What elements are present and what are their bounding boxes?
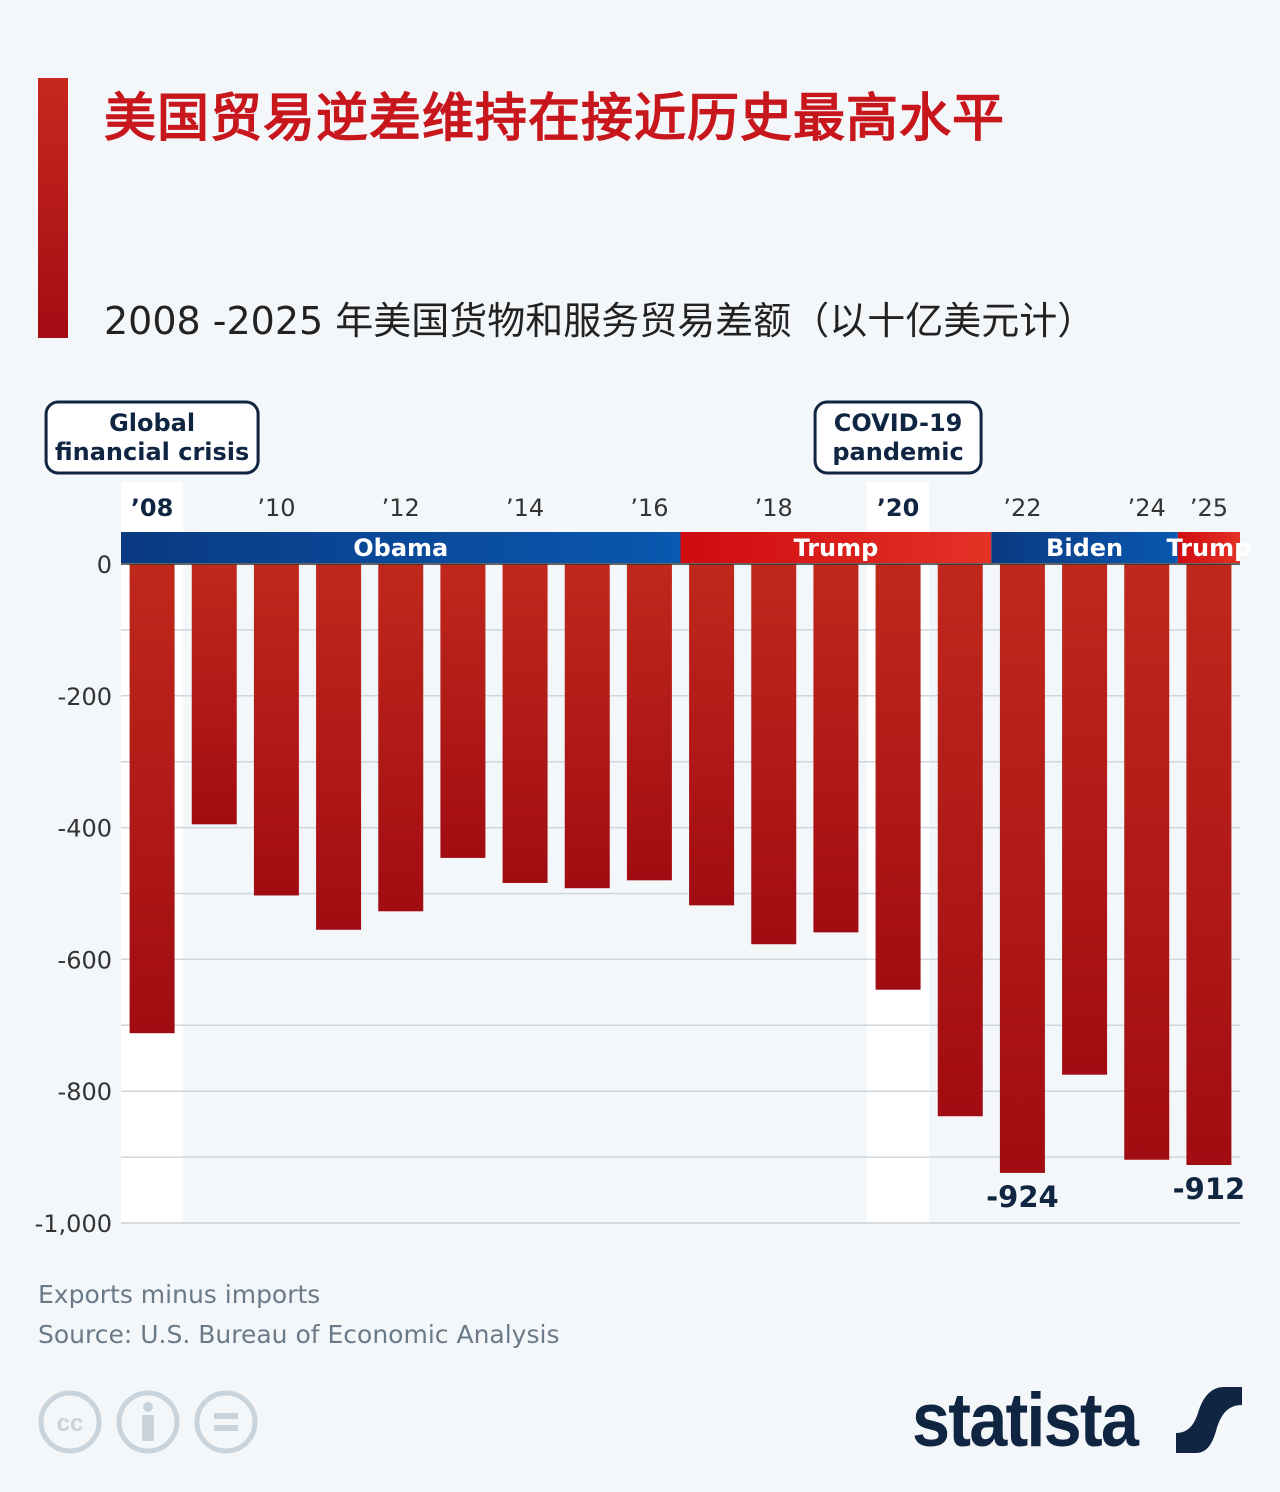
bar-2019: [813, 564, 859, 933]
bar-2013: [440, 564, 486, 858]
bar-2021: [937, 564, 983, 1117]
statista-logo[interactable]: statista: [912, 1378, 1243, 1463]
bar-2008: [129, 564, 175, 1034]
bar-2014: [502, 564, 548, 883]
x-tick-label: ’08: [131, 494, 174, 522]
x-tick-label: ’10: [257, 494, 295, 522]
bar-2016: [626, 564, 672, 881]
bar-2022: [999, 564, 1045, 1173]
cc-icon[interactable]: cc: [38, 1390, 102, 1454]
president-label: Trump: [1166, 534, 1251, 562]
y-tick-label: -600: [58, 946, 112, 974]
president-band: [680, 532, 992, 563]
bar-2025: [1186, 564, 1232, 1166]
y-tick-label: 0: [97, 551, 112, 579]
x-tick-label: ’12: [382, 494, 420, 522]
statista-mark-icon: [1176, 1387, 1243, 1453]
x-tick-label: ’18: [755, 494, 793, 522]
x-tick-label: ’16: [630, 494, 668, 522]
bar-2011: [316, 564, 362, 930]
callout-label: pandemic: [832, 438, 963, 466]
president-label: Trump: [793, 534, 878, 562]
bar-2024: [1124, 564, 1170, 1160]
x-tick-label: ’20: [877, 494, 920, 522]
y-tick-label: -200: [58, 683, 112, 711]
y-tick-label: -1,000: [35, 1210, 112, 1238]
bar-2009: [191, 564, 237, 825]
no-derivatives-icon[interactable]: [194, 1390, 258, 1454]
callout-label: Global: [109, 409, 195, 437]
bar-2017: [689, 564, 735, 906]
brand-wordmark: statista: [912, 1377, 1139, 1463]
president-band: [991, 532, 1178, 563]
license-icons[interactable]: cc: [30, 1385, 270, 1465]
callout-box: [44, 400, 260, 475]
president-band: [1177, 532, 1240, 563]
president-label: Obama: [353, 534, 448, 562]
svg-text:cc: cc: [57, 1410, 84, 1437]
callout-label: COVID-19: [834, 409, 963, 437]
chart-subtitle: 2008 -2025 年美国货物和服务贸易差额（以十亿美元计）: [104, 299, 1096, 343]
data-label: -912: [1173, 1172, 1246, 1206]
y-tick-label: -400: [58, 815, 112, 843]
bar-2012: [378, 564, 424, 912]
source-note: Source: U.S. Bureau of Economic Analysis: [38, 1320, 560, 1349]
bar-2020: [875, 564, 921, 990]
x-tick-label: ’24: [1128, 494, 1166, 522]
x-tick-label: ’22: [1003, 494, 1041, 522]
x-tick-label: ’25: [1190, 494, 1228, 522]
bar-2018: [751, 564, 797, 945]
callout-box: [813, 400, 983, 475]
bar-2015: [564, 564, 610, 889]
bar-2010: [253, 564, 299, 896]
president-band: [121, 532, 681, 563]
x-tick-label: ’14: [506, 494, 544, 522]
data-label: -924: [986, 1180, 1059, 1214]
y-tick-label: -800: [58, 1078, 112, 1106]
title-accent-bar: [38, 78, 68, 338]
footnote: Exports minus imports: [38, 1280, 321, 1309]
attribution-icon[interactable]: [116, 1390, 180, 1454]
bar-2023: [1062, 564, 1108, 1075]
callout-label: financial crisis: [55, 438, 249, 466]
chart-title: 美国贸易逆差维持在接近历史最高水平: [104, 89, 1006, 149]
president-label: Biden: [1046, 534, 1123, 562]
